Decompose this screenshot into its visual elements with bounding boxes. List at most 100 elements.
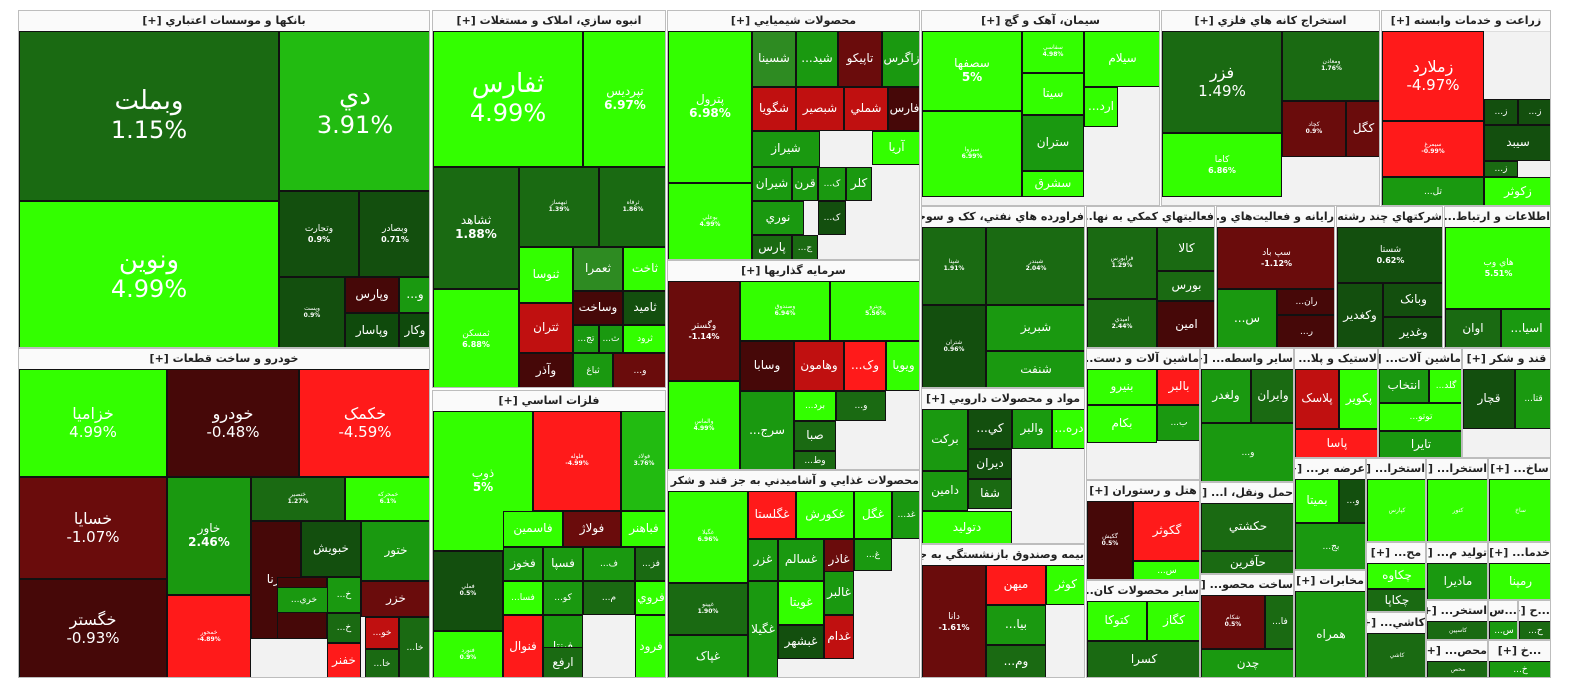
- stock-tile[interactable]: پاسا: [1295, 429, 1377, 457]
- stock-tile[interactable]: ختور: [361, 521, 429, 581]
- stock-tile[interactable]: حکشتي: [1201, 503, 1293, 551]
- sector-title[interactable]: قند و شکر [+]: [1463, 349, 1550, 370]
- sector-title[interactable]: انبوه سازي، املاک و مستغلات [+]: [433, 11, 665, 32]
- stock-tile[interactable]: فرود: [635, 615, 665, 677]
- stock-tile[interactable]: سفاسي 4.98%: [1022, 31, 1084, 73]
- stock-tile[interactable]: ...وک: [844, 341, 886, 391]
- stock-tile[interactable]: فولاد 3.76%: [621, 411, 665, 511]
- stock-tile[interactable]: فنورد 0.9%: [433, 631, 503, 677]
- stock-tile[interactable]: غويتا: [778, 581, 824, 625]
- stock-tile[interactable]: ...بيا: [986, 605, 1046, 645]
- stock-tile[interactable]: وکار: [399, 313, 429, 347]
- stock-tile[interactable]: فزر 1.49%: [1162, 31, 1282, 133]
- stock-tile[interactable]: بورس: [1157, 271, 1214, 301]
- stock-tile[interactable]: خگستر -0.93%: [19, 579, 167, 677]
- stock-tile[interactable]: ...ح: [1519, 621, 1550, 639]
- sector-title[interactable]: محصولات غذايي و آشاميدني به جز قند و شکر…: [668, 471, 919, 492]
- sector-title[interactable]: ساير محصولات کان... [+]: [1087, 581, 1199, 602]
- sector-title[interactable]: سرمايه گذاريها [+]: [668, 261, 919, 282]
- sector-title[interactable]: فعاليتهاي کمکي به نها... [+]: [1087, 207, 1214, 228]
- stock-tile[interactable]: شبندر 2.04%: [986, 227, 1084, 305]
- stock-tile[interactable]: ...خا: [365, 649, 399, 677]
- stock-tile[interactable]: ...فا: [1265, 595, 1293, 649]
- stock-tile[interactable]: ...و: [613, 353, 665, 387]
- stock-tile[interactable]: سيمرغ -0.99%: [1382, 121, 1484, 177]
- stock-tile[interactable]: ...س: [1133, 561, 1199, 579]
- sector-title[interactable]: استخراج کانه هاي فلزي [+]: [1162, 11, 1379, 32]
- stock-tile[interactable]: کپارس: [1367, 479, 1425, 541]
- stock-tile[interactable]: زکوثر: [1484, 177, 1550, 205]
- stock-tile[interactable]: گکوثر: [1133, 501, 1199, 561]
- stock-tile[interactable]: شتران 0.96%: [922, 305, 986, 387]
- stock-tile[interactable]: سيتا: [1022, 73, 1084, 115]
- stock-tile[interactable]: فلوله -4.99%: [533, 411, 621, 511]
- stock-tile[interactable]: ...اسيا: [1501, 309, 1550, 347]
- stock-tile[interactable]: ستران: [1022, 115, 1084, 171]
- stock-tile[interactable]: ثمسکن 6.88%: [433, 289, 519, 387]
- stock-tile[interactable]: والماس 4.99%: [668, 381, 740, 469]
- sector-title[interactable]: ...س [+]: [1489, 601, 1517, 622]
- sector-title[interactable]: شرکتهاي چند رشته... [+]: [1337, 207, 1442, 228]
- sector-title[interactable]: استخر... [+]: [1427, 601, 1487, 622]
- stock-tile[interactable]: صبا: [794, 421, 836, 451]
- sector-title[interactable]: لاستيک و پلا... [+]: [1295, 349, 1377, 370]
- stock-tile[interactable]: پلاسک: [1295, 369, 1339, 429]
- sector-title[interactable]: ...ح [+]: [1519, 601, 1550, 622]
- stock-tile[interactable]: غالبر: [824, 571, 854, 615]
- stock-tile[interactable]: فارس: [888, 87, 919, 131]
- stock-tile[interactable]: ...ز: [1484, 99, 1518, 125]
- stock-tile[interactable]: ...ک: [818, 167, 846, 201]
- stock-tile[interactable]: وهامون: [794, 341, 844, 391]
- stock-tile[interactable]: پکوير: [1339, 369, 1377, 429]
- stock-tile[interactable]: ...ث: [599, 325, 623, 353]
- stock-tile[interactable]: اميدي 2.44%: [1087, 299, 1157, 347]
- stock-tile[interactable]: چدن: [1201, 649, 1293, 677]
- stock-tile[interactable]: ...خ: [327, 613, 361, 643]
- stock-tile[interactable]: سصفها 5%: [922, 31, 1022, 111]
- stock-tile[interactable]: ...ران: [1277, 289, 1334, 315]
- stock-tile[interactable]: ...ک: [818, 201, 846, 235]
- stock-tile[interactable]: ...و: [1201, 423, 1293, 481]
- stock-tile[interactable]: ...دره: [1052, 409, 1084, 449]
- stock-tile[interactable]: وايران: [1251, 369, 1293, 423]
- stock-tile[interactable]: ...خو: [365, 617, 399, 649]
- stock-tile[interactable]: غگيلا: [748, 581, 778, 677]
- stock-tile[interactable]: وبصادر 0.71%: [359, 191, 429, 277]
- stock-tile[interactable]: تپرديس 6.97%: [583, 31, 665, 167]
- stock-tile[interactable]: ثفارس 4.99%: [433, 31, 583, 167]
- stock-tile[interactable]: ...و: [399, 277, 429, 313]
- stock-tile[interactable]: رمپنا: [1489, 563, 1550, 599]
- stock-tile[interactable]: ميهن: [986, 565, 1046, 605]
- stock-tile[interactable]: وصندوق 6.94%: [740, 281, 830, 341]
- stock-tile[interactable]: ...گلد: [1429, 369, 1461, 403]
- stock-tile[interactable]: دامين: [922, 471, 968, 511]
- sector-title[interactable]: حمل ونقل، ا... [+]: [1201, 483, 1293, 504]
- stock-tile[interactable]: ...خ: [1489, 661, 1550, 677]
- sector-title[interactable]: ماشين آلات... [+]: [1379, 349, 1461, 370]
- stock-tile[interactable]: غسالم: [778, 539, 824, 581]
- stock-tile[interactable]: فاسمين: [503, 511, 563, 547]
- sector-title[interactable]: خدما... [+]: [1489, 543, 1550, 564]
- stock-tile[interactable]: همراه: [1295, 591, 1365, 677]
- stock-tile[interactable]: ...توتو: [1379, 403, 1461, 431]
- stock-tile[interactable]: کوثر: [1046, 565, 1084, 605]
- stock-tile[interactable]: وآذر: [519, 353, 573, 387]
- stock-tile[interactable]: ...وم: [986, 645, 1046, 677]
- sector-title[interactable]: ساخ... [+]: [1489, 459, 1550, 480]
- stock-tile[interactable]: ثشاهد 1.88%: [433, 167, 519, 289]
- sector-title[interactable]: سيمان، آهک و گچ [+]: [922, 11, 1159, 32]
- stock-tile[interactable]: فولاژ: [563, 511, 621, 547]
- stock-tile[interactable]: انتخاب: [1379, 369, 1429, 403]
- stock-tile[interactable]: خبويش: [301, 521, 361, 577]
- sector-title[interactable]: مواد و محصولات دارويي [+]: [922, 389, 1084, 410]
- stock-tile[interactable]: کاما 6.86%: [1162, 133, 1282, 197]
- sector-title[interactable]: ...خ [+]: [1489, 641, 1550, 662]
- stock-tile[interactable]: غگيلا 6.96%: [668, 491, 748, 583]
- stock-tile[interactable]: خاور 2.46%: [167, 477, 251, 595]
- stock-tile[interactable]: پترول 6.98%: [668, 31, 752, 183]
- stock-tile[interactable]: شبريز: [986, 305, 1084, 351]
- stock-tile[interactable]: وسابا: [740, 341, 794, 391]
- stock-tile[interactable]: ...ج: [792, 235, 818, 259]
- stock-tile[interactable]: کالا: [1157, 227, 1214, 271]
- sector-title[interactable]: مح... [+]: [1367, 543, 1425, 564]
